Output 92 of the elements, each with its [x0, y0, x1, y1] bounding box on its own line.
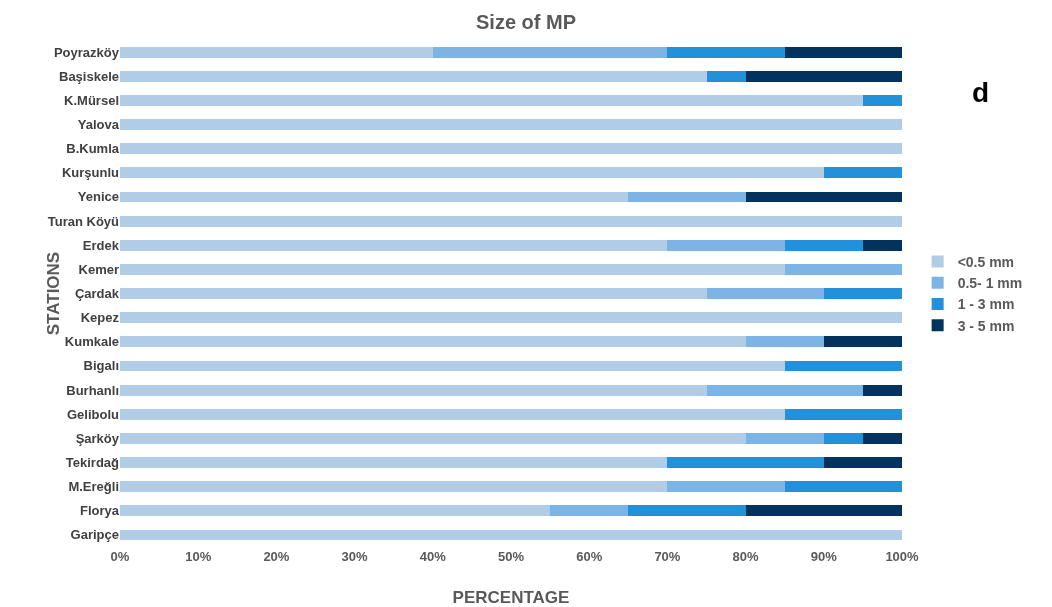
bar	[120, 263, 785, 275]
bar	[745, 70, 902, 82]
bar	[784, 360, 902, 372]
bar	[628, 505, 746, 517]
bar	[823, 167, 902, 179]
bar	[784, 481, 902, 493]
bar	[120, 312, 902, 324]
y-tick-label: Burhanlı	[66, 382, 119, 398]
bar	[823, 432, 863, 444]
y-axis-title: STATIONS	[43, 251, 63, 336]
y-tick-label: Tekirdağ	[65, 455, 120, 471]
y-tick-label: Erdek	[82, 237, 120, 253]
x-tick-label: 70%	[654, 549, 681, 564]
bar	[120, 191, 629, 203]
bar	[550, 505, 629, 517]
bar	[120, 46, 433, 58]
text: d	[972, 77, 990, 108]
y-tick-label: K.Mürsel	[64, 92, 119, 108]
bar	[120, 119, 902, 130]
bar	[667, 457, 824, 468]
y-tick-label: Yalova	[77, 117, 120, 133]
y-tick-label: Bigalı	[83, 358, 119, 374]
bar	[120, 288, 707, 299]
bar	[120, 143, 902, 155]
y-tick-label: Yenice	[77, 189, 119, 205]
legend-label: <0.5 mm	[957, 254, 1015, 271]
y-tick-label: Kurşunlu	[61, 165, 120, 181]
bar	[120, 481, 668, 493]
bar	[120, 408, 785, 420]
y-tick-label: Poyrazköy	[53, 44, 120, 60]
x-tick-label: 60%	[576, 549, 603, 564]
y-tick-label: Çardak	[74, 286, 120, 302]
bar	[120, 336, 746, 348]
bar	[120, 384, 707, 396]
bar	[120, 239, 668, 251]
y-tick-label: Kemer	[78, 261, 119, 277]
bar	[706, 288, 824, 299]
y-tick-label: Kepez	[80, 310, 120, 326]
bar	[120, 432, 746, 444]
bar	[120, 457, 668, 468]
y-tick-label: Florya	[79, 503, 120, 519]
bar	[120, 505, 551, 517]
x-tick-label: 30%	[341, 549, 369, 564]
x-tick-label: 90%	[810, 549, 838, 564]
bar	[823, 288, 902, 299]
chart-title: Size of MP	[475, 11, 577, 34]
x-axis-title: PERCENTAGE	[452, 588, 570, 607]
x-tick-label: 50%	[497, 549, 525, 564]
y-tick-label: Başiskele	[59, 68, 119, 84]
bar	[120, 360, 785, 372]
bar	[120, 94, 863, 106]
bar	[862, 239, 902, 251]
legend-label: 1 - 3 mm	[957, 296, 1015, 313]
x-tick-label: 80%	[732, 549, 760, 564]
x-tick-label: 10%	[185, 549, 212, 564]
bar	[432, 46, 668, 58]
bar	[667, 239, 785, 251]
y-tick-label: B.Kumla	[66, 141, 120, 157]
legend-label: 0.5- 1 mm	[957, 275, 1023, 292]
bar	[784, 263, 902, 275]
y-tick-label: Gelibolu	[67, 406, 120, 422]
y-tick-label: Turan Köyü	[47, 213, 120, 229]
bar	[745, 432, 824, 444]
x-tick-label: 40%	[419, 549, 447, 564]
bar	[706, 384, 863, 396]
x-tick-label: 0%	[110, 549, 130, 564]
bar	[745, 505, 902, 517]
x-tick-label: 20%	[263, 549, 290, 564]
bar	[862, 432, 902, 444]
bar	[862, 384, 902, 396]
y-tick-label: Şarköy	[75, 430, 120, 446]
y-tick-label: Garipçe	[70, 527, 119, 543]
bar	[823, 457, 902, 468]
bar	[784, 46, 902, 58]
bar	[784, 239, 863, 251]
y-tick-label: Kumkale	[64, 334, 119, 350]
bar	[667, 481, 785, 493]
bar	[745, 336, 824, 348]
bar	[862, 94, 902, 106]
legend-label: 3 - 5 mm	[957, 317, 1015, 334]
bar	[120, 529, 902, 541]
bar	[120, 70, 707, 82]
bar	[120, 167, 824, 179]
x-tick-label: 100%	[885, 549, 920, 564]
bar	[745, 191, 902, 203]
bar	[784, 408, 902, 420]
bar	[667, 46, 785, 58]
bar	[628, 191, 746, 203]
bar	[120, 215, 902, 227]
bar	[706, 70, 746, 82]
bar	[823, 336, 902, 348]
y-tick-label: M.Ereğli	[68, 479, 119, 495]
